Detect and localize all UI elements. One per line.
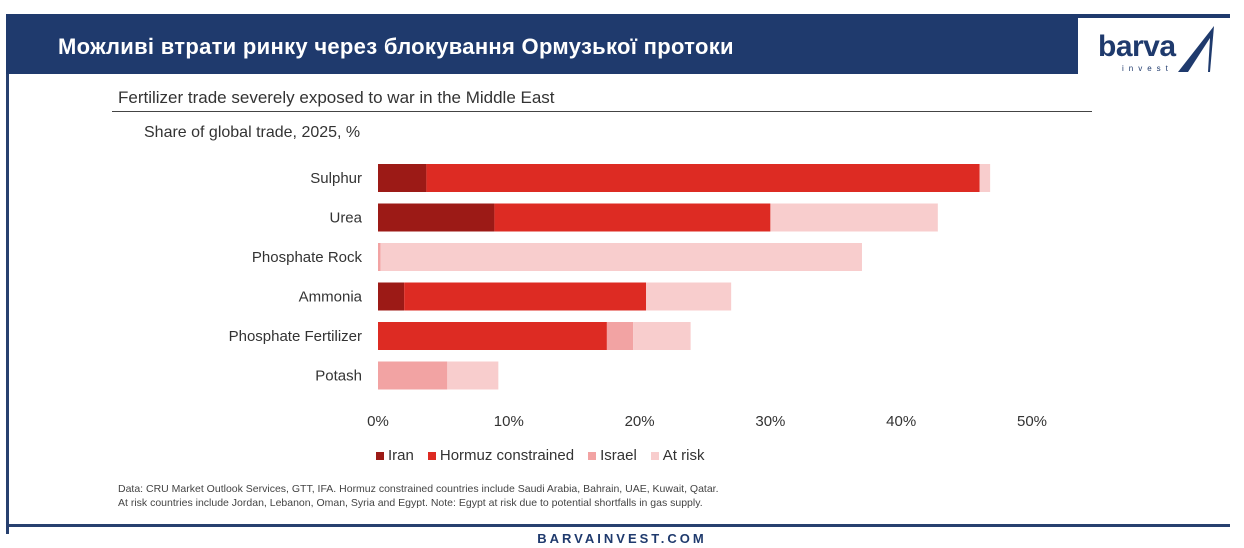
bar-phosphate-fertilizer-israel <box>606 322 634 350</box>
logo-text: barva <box>1098 30 1176 63</box>
category-label-urea: Urea <box>329 210 362 227</box>
frame-left <box>6 14 9 534</box>
source-line-1: Data: CRU Market Outlook Services, GTT, … <box>118 483 719 495</box>
category-label-phosphate-rock: Phosphate Rock <box>252 249 363 266</box>
category-label-potash: Potash <box>315 368 362 385</box>
category-label-ammonia: Ammonia <box>299 289 363 306</box>
source-note: Data: CRU Market Outlook Services, GTT, … <box>118 482 1118 510</box>
bar-ammonia-iran <box>378 282 405 311</box>
x-tick-label: 40% <box>886 413 916 430</box>
x-tick-label: 20% <box>625 413 655 430</box>
legend-item-iran: Iran <box>376 447 414 464</box>
legend-swatch-at-risk <box>650 451 659 460</box>
bar-phosphate-fertilizer-hormuz-constrained <box>378 322 607 350</box>
chart-legend: Iran Hormuz constrained Israel At risk <box>376 447 704 464</box>
legend-label-iran: Iran <box>388 447 414 464</box>
x-tick-label: 0% <box>367 413 389 430</box>
x-tick-label: 10% <box>494 413 524 430</box>
footer-divider <box>6 524 1230 527</box>
chart-subtitle: Share of global trade, 2025, % <box>144 124 361 141</box>
x-tick-label: 30% <box>755 413 785 430</box>
bar-phosphate-rock-israel <box>378 243 381 271</box>
bar-potash-at-risk <box>447 361 499 390</box>
legend-swatch-hormuz <box>427 451 436 460</box>
footer-site: BARVAINVEST.COM <box>537 531 707 546</box>
legend-item-hormuz: Hormuz constrained <box>427 447 575 464</box>
category-label-sulphur: Sulphur <box>310 170 362 187</box>
legend-item-israel: Israel <box>588 447 637 464</box>
bar-urea-iran <box>378 203 495 232</box>
bar-ammonia-hormuz-constrained <box>404 282 647 311</box>
legend-label-hormuz: Hormuz constrained <box>439 447 575 464</box>
bar-sulphur-iran <box>378 164 427 192</box>
sail-icon <box>1178 26 1214 72</box>
bar-phosphate-rock-at-risk <box>380 243 862 271</box>
legend-label-at-risk: At risk <box>662 447 705 464</box>
logo: barva invest <box>1078 18 1230 78</box>
header-bar: Можливі втрати ринку через блокування Ор… <box>6 14 1230 78</box>
chart-title: Fertilizer trade severely exposed to war… <box>118 88 555 107</box>
title-divider <box>112 111 1092 112</box>
category-label-phosphate-fertilizer: Phosphate Fertilizer <box>229 328 362 345</box>
bar-urea-at-risk <box>770 203 938 232</box>
bar-sulphur-hormuz-constrained <box>426 164 980 192</box>
bar-urea-hormuz-constrained <box>494 203 771 232</box>
bar-ammonia-at-risk <box>646 282 732 311</box>
legend-item-at-risk: At risk <box>650 447 705 464</box>
source-line-2: At risk countries include Jordan, Lebano… <box>118 497 703 509</box>
logo-subtext: invest <box>1122 64 1173 73</box>
bar-sulphur-at-risk <box>979 164 991 192</box>
legend-swatch-israel <box>588 451 597 460</box>
bar-potash-israel <box>378 361 448 390</box>
header-title: Можливі втрати ринку через блокування Ор… <box>58 34 734 59</box>
x-tick-label: 50% <box>1017 413 1047 430</box>
legend-label-israel: Israel <box>600 447 637 464</box>
legend-swatch-iran <box>376 451 384 460</box>
bar-phosphate-fertilizer-at-risk <box>633 322 691 350</box>
